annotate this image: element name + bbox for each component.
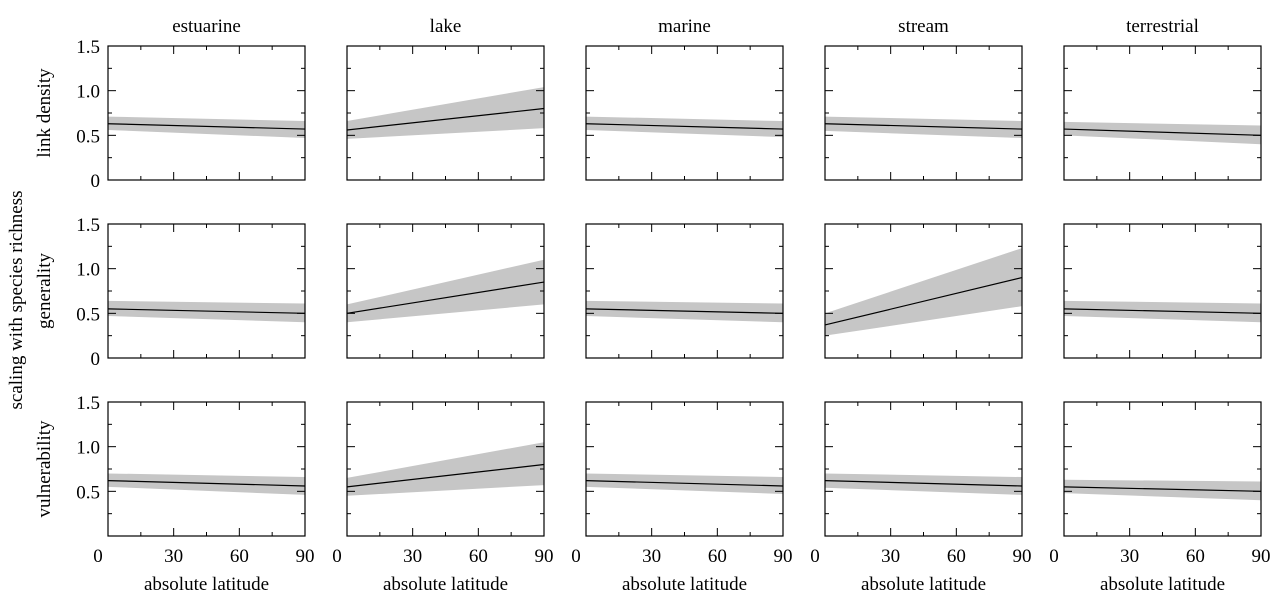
x-tick-label: 30 xyxy=(1120,546,1139,567)
panel-frame xyxy=(107,401,306,537)
panel-generality-terrestrial xyxy=(1063,223,1262,359)
x-tick-label: 30 xyxy=(403,546,422,567)
column-title-terrestrial: terrestrial xyxy=(1126,16,1199,37)
panel-frame xyxy=(107,223,306,359)
panel-generality-estuarine: 0 0.5 1.0 1.5 xyxy=(76,215,306,370)
row-label-vulnerability: vulnerability xyxy=(34,420,55,518)
panel-generality-lake xyxy=(346,223,545,359)
y-tick-label: 1.0 xyxy=(76,82,100,103)
panel-link-density-estuarine: 0 0.5 1.0 1.5 xyxy=(76,37,306,192)
y-tick-label: 0.5 xyxy=(76,482,100,503)
y-tick-label: 1.0 xyxy=(76,260,100,281)
panel-generality-marine xyxy=(585,223,784,359)
confidence-band xyxy=(347,87,544,139)
x-axis-label: absolute latitude xyxy=(144,574,269,595)
panel-generality-stream xyxy=(824,223,1023,359)
x-tick-label: 90 xyxy=(535,546,554,567)
regression-line xyxy=(346,463,545,488)
confidence-band xyxy=(1064,121,1261,145)
panel-frame xyxy=(824,45,1023,181)
x-tick-label: 60 xyxy=(708,546,727,567)
x-tick-label: 30 xyxy=(642,546,661,567)
confidence-band xyxy=(108,473,305,495)
confidence-band xyxy=(108,116,305,139)
regression-line xyxy=(824,480,1023,487)
x-tick-label: 0 xyxy=(332,546,342,567)
regression-line xyxy=(107,480,306,487)
panel-frame xyxy=(585,45,784,181)
panel-vulnerability-terrestrial: 0 30 60 90 absolute latitude xyxy=(1049,401,1271,595)
row-label-link-density: link density xyxy=(34,68,55,158)
confidence-band xyxy=(825,248,1022,336)
panel-frame xyxy=(585,223,784,359)
x-tick-label: 60 xyxy=(469,546,488,567)
y-tick-label: 0 xyxy=(91,171,101,192)
x-axis-label: absolute latitude xyxy=(861,574,986,595)
x-tick-label: 0 xyxy=(1049,546,1059,567)
regression-line xyxy=(585,123,784,130)
regression-line xyxy=(1063,128,1262,136)
column-title-stream: stream xyxy=(898,16,949,37)
regression-line xyxy=(1063,486,1262,492)
column-title-marine: marine xyxy=(658,16,711,37)
confidence-band xyxy=(1064,479,1261,501)
regression-line xyxy=(346,281,545,314)
panel-vulnerability-stream: 0 30 60 90 absolute latitude xyxy=(810,401,1032,595)
x-axis-label: absolute latitude xyxy=(1100,574,1225,595)
y-tick-label: 1.5 xyxy=(76,215,100,236)
x-tick-label: 90 xyxy=(774,546,793,567)
regression-line xyxy=(346,107,545,131)
x-tick-label: 30 xyxy=(881,546,900,567)
panel-vulnerability-lake: 0 30 60 90 absolute latitude xyxy=(332,401,554,595)
x-tick-label: 90 xyxy=(296,546,315,567)
row-label-generality: generality xyxy=(34,253,55,329)
confidence-band xyxy=(347,259,544,323)
x-tick-label: 60 xyxy=(230,546,249,567)
x-tick-label: 0 xyxy=(93,546,103,567)
y-tick-label: 0.5 xyxy=(76,304,100,325)
panel-link-density-terrestrial xyxy=(1063,45,1262,181)
confidence-band xyxy=(347,442,544,496)
x-axis-label: absolute latitude xyxy=(383,574,508,595)
y-tick-label: 1.0 xyxy=(76,438,100,459)
x-tick-label: 90 xyxy=(1252,546,1271,567)
panel-vulnerability-marine: 0 30 60 90 absolute latitude xyxy=(571,401,793,595)
x-axis-label: absolute latitude xyxy=(622,574,747,595)
x-tick-label: 90 xyxy=(1013,546,1032,567)
y-tick-label: 0.5 xyxy=(76,126,100,147)
x-tick-label: 0 xyxy=(810,546,820,567)
regression-line xyxy=(585,308,784,314)
y-super-label: scaling with species richness xyxy=(6,191,27,410)
x-tick-label: 0 xyxy=(571,546,581,567)
panel-frame xyxy=(1063,223,1262,359)
column-title-lake: lake xyxy=(430,16,462,37)
panel-frame xyxy=(1063,401,1262,537)
x-tick-label: 30 xyxy=(164,546,183,567)
panel-frame xyxy=(1063,45,1262,181)
panel-frame xyxy=(107,45,306,181)
panel-link-density-marine xyxy=(585,45,784,181)
regression-line xyxy=(107,123,306,130)
y-tick-label: 0 xyxy=(91,349,101,370)
confidence-band xyxy=(825,116,1022,139)
panel-grid: estuarine lake marine stream terrestrial link… xyxy=(34,16,1271,595)
regression-line xyxy=(824,277,1023,326)
panel-frame xyxy=(585,401,784,537)
regression-line xyxy=(107,308,306,314)
panel-link-density-lake xyxy=(346,45,545,181)
regression-line xyxy=(585,480,784,487)
regression-line xyxy=(1063,308,1262,314)
y-tick-label: 1.5 xyxy=(76,393,100,414)
x-tick-label: 60 xyxy=(1186,546,1205,567)
panel-link-density-stream xyxy=(824,45,1023,181)
panel-frame xyxy=(824,401,1023,537)
column-title-estuarine: estuarine xyxy=(172,16,241,37)
y-tick-label: 1.5 xyxy=(76,37,100,58)
regression-line xyxy=(824,123,1023,130)
panel-vulnerability-estuarine: 0.5 1.0 1.5 0 30 60 90 absolute latitude xyxy=(76,393,314,595)
x-tick-label: 60 xyxy=(947,546,966,567)
confidence-band xyxy=(825,473,1022,495)
